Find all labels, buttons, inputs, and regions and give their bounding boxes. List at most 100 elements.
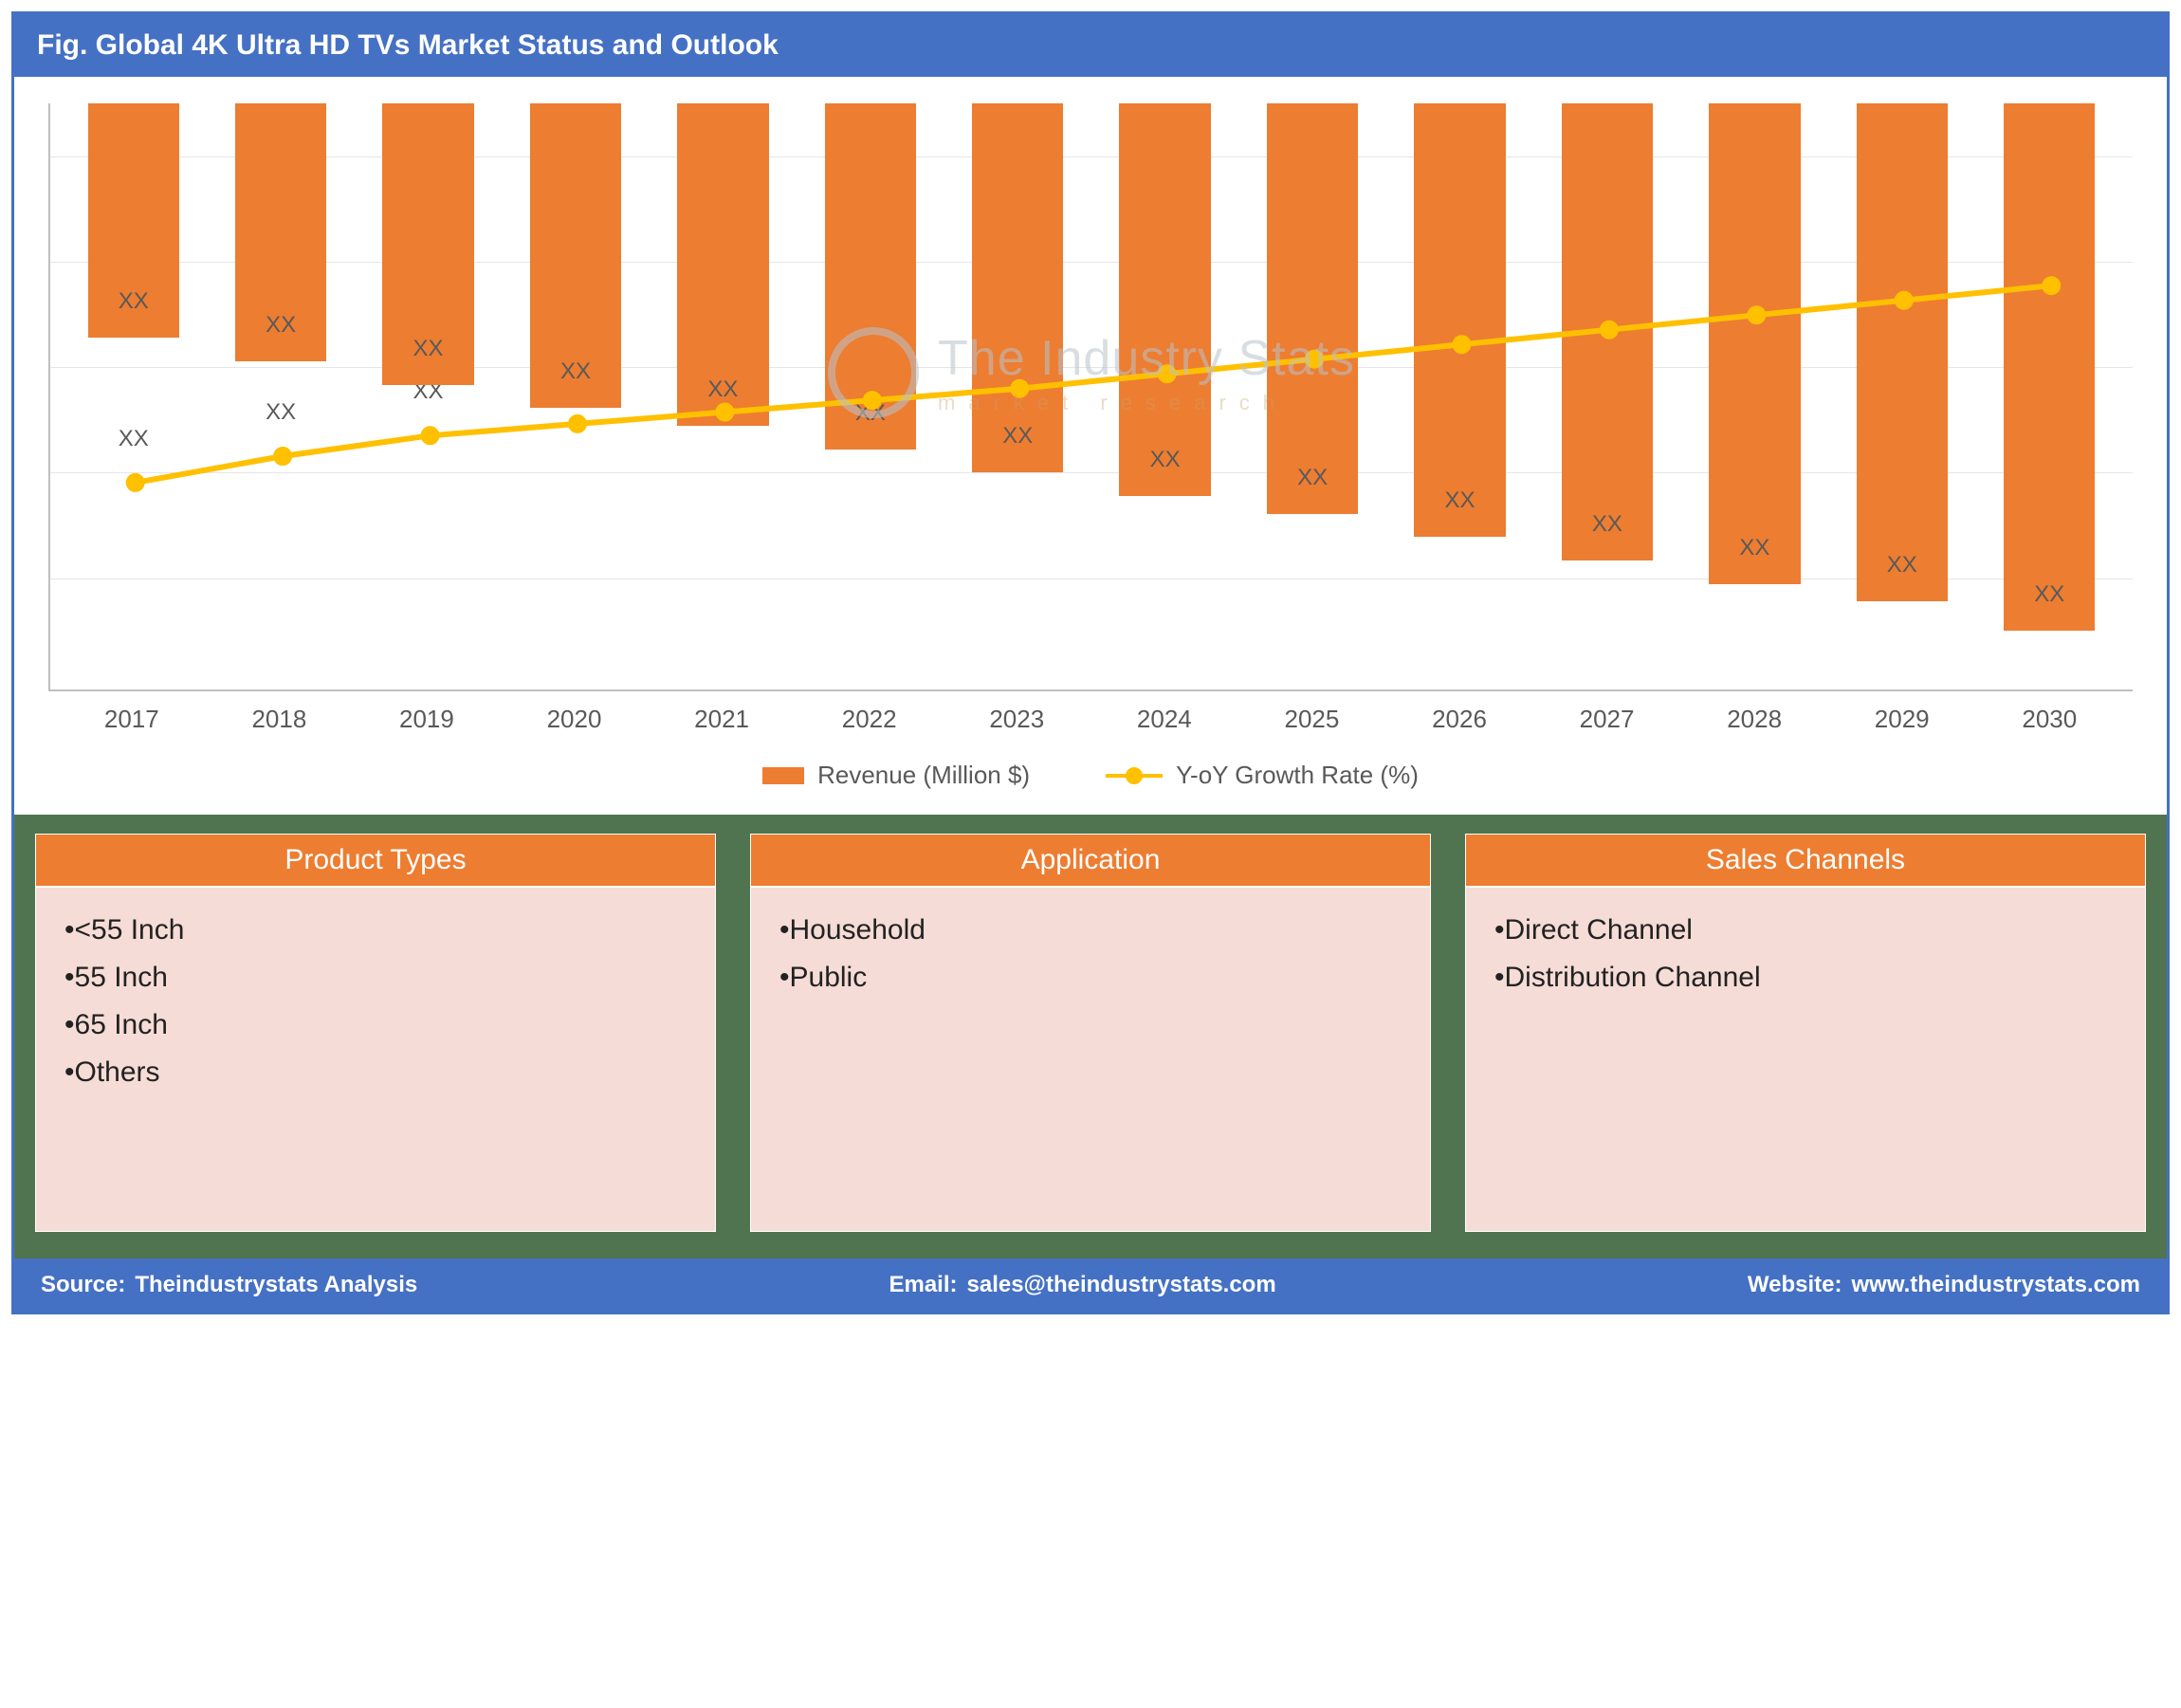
bar-series: XXXXXXXXXXXXXXXXXXXXXXXXXXXXXXXXXXXXXXXX… <box>50 103 2133 689</box>
footer-email-value: sales@theindustrystats.com <box>967 1272 1276 1298</box>
bar-value-label: XX <box>1002 423 1033 450</box>
bar-value-label: XX <box>560 358 591 385</box>
bar-slot: XXXX <box>502 103 649 689</box>
bar-slot: XXXX <box>650 103 797 689</box>
legend: Revenue (Million $) Y-oY Growth Rate (%) <box>48 734 2133 798</box>
bar-slot: XXXX <box>1533 103 1680 689</box>
footer-source: Source: Theindustrystats Analysis <box>41 1272 417 1298</box>
legend-item-growth: Y-oY Growth Rate (%) <box>1106 761 1419 790</box>
x-tick: 2027 <box>1533 705 1681 734</box>
info-card-header: Product Types <box>36 835 715 888</box>
footer-email-label: Email: <box>889 1272 957 1298</box>
footer-website-label: Website: <box>1748 1272 1842 1298</box>
bar-slot: XXXX <box>944 103 1091 689</box>
bar-slot: XX XX <box>60 103 207 689</box>
line-point-label: XX <box>119 426 149 452</box>
info-item: •Direct Channel <box>1489 907 2122 954</box>
revenue-bar: XX <box>677 103 768 426</box>
info-item: •<55 Inch <box>59 907 692 954</box>
bar-slot: XXXX <box>355 103 502 689</box>
info-card: Product Types•<55 Inch•55 Inch•65 Inch•O… <box>35 834 716 1232</box>
revenue-bar: XX <box>1709 103 1800 584</box>
x-tick: 2030 <box>1976 705 2124 734</box>
info-item: •Others <box>59 1049 692 1096</box>
bar-value-label: XX <box>1150 447 1181 473</box>
x-tick: 2017 <box>58 705 206 734</box>
revenue-bar: XX <box>972 103 1063 472</box>
bar-slot: XXXX <box>1681 103 1828 689</box>
bar-slot: XXXX <box>1238 103 1385 689</box>
legend-item-revenue: Revenue (Million $) <box>762 761 1030 790</box>
x-tick: 2029 <box>1828 705 1976 734</box>
x-tick: 2018 <box>206 705 354 734</box>
x-axis: 2017201820192020202120222023202420252026… <box>48 691 2133 734</box>
x-tick: 2026 <box>1385 705 1533 734</box>
x-tick: 2021 <box>648 705 796 734</box>
bar-value-label: XX <box>266 312 296 339</box>
info-card-header: Sales Channels <box>1466 835 2145 888</box>
footer-bar: Source: Theindustrystats Analysis Email:… <box>14 1258 2167 1312</box>
line-point-label: XX <box>266 399 296 426</box>
x-tick: 2028 <box>1680 705 1828 734</box>
figure-title-bar: Fig. Global 4K Ultra HD TVs Market Statu… <box>14 14 2167 77</box>
chart-panel: XXXXXXXXXXXXXXXXXXXXXXXXXXXXXXXXXXXXXXXX… <box>14 77 2167 815</box>
x-tick: 2019 <box>353 705 501 734</box>
revenue-bar: XX <box>1119 103 1210 496</box>
chart-plot-area: XXXXXXXXXXXXXXXXXXXXXXXXXXXXXXXXXXXXXXXX… <box>48 103 2133 691</box>
revenue-bar: XX <box>235 103 326 361</box>
revenue-bar: XX <box>1562 103 1653 560</box>
x-tick: 2020 <box>501 705 649 734</box>
bar-value-label: XX <box>2034 581 2064 608</box>
info-item: •65 Inch <box>59 1001 692 1049</box>
info-item: •Public <box>774 954 1407 1001</box>
bar-slot: XXXX <box>1091 103 1238 689</box>
legend-swatch-line <box>1106 774 1163 778</box>
bar-value-label: XX <box>1887 552 1917 579</box>
revenue-bar: XX <box>530 103 621 408</box>
footer-email: Email: sales@theindustrystats.com <box>889 1272 1275 1298</box>
bar-value-label: XX <box>855 400 886 427</box>
footer-source-value: Theindustrystats Analysis <box>135 1272 417 1298</box>
legend-label-revenue: Revenue (Million $) <box>817 761 1030 790</box>
info-card-body: •Household•Public <box>751 888 1430 1020</box>
bar-slot: XXXX <box>1386 103 1533 689</box>
legend-label-growth: Y-oY Growth Rate (%) <box>1176 761 1419 790</box>
bar-slot: XXXX <box>1828 103 1975 689</box>
info-item: •Distribution Channel <box>1489 954 2122 1001</box>
info-card: Application•Household•Public <box>750 834 1431 1232</box>
x-tick: 2024 <box>1090 705 1238 734</box>
figure-title: Fig. Global 4K Ultra HD TVs Market Statu… <box>37 29 779 61</box>
bar-value-label: XX <box>1297 465 1328 491</box>
revenue-bar: XX <box>2004 103 2095 631</box>
info-item: •55 Inch <box>59 954 692 1001</box>
info-cards-row: Product Types•<55 Inch•55 Inch•65 Inch•O… <box>14 815 2167 1258</box>
x-tick: 2025 <box>1238 705 1386 734</box>
bar-value-label: XX <box>707 376 738 403</box>
bar-slot: XX XX <box>207 103 354 689</box>
bar-value-label: XX <box>1445 487 1475 514</box>
revenue-bar: XX <box>382 103 473 385</box>
bar-value-label: XX <box>1739 535 1769 561</box>
bar-value-label: XX <box>1592 511 1622 538</box>
x-tick: 2023 <box>943 705 1090 734</box>
bar-slot: XXXX <box>797 103 944 689</box>
bar-slot: XXXX <box>1975 103 2122 689</box>
revenue-bar: XX <box>1857 103 1948 601</box>
info-card-body: •Direct Channel•Distribution Channel <box>1466 888 2145 1020</box>
figure-frame: Fig. Global 4K Ultra HD TVs Market Statu… <box>11 11 2170 1314</box>
revenue-bar: XX <box>825 103 916 450</box>
bar-value-label: XX <box>413 336 444 362</box>
revenue-bar: XX <box>88 103 179 338</box>
footer-website-value: www.theindustrystats.com <box>1852 1272 2141 1298</box>
revenue-bar: XX <box>1267 103 1358 514</box>
info-item: •Household <box>774 907 1407 954</box>
x-tick: 2022 <box>796 705 944 734</box>
footer-source-label: Source: <box>41 1272 125 1298</box>
info-card: Sales Channels•Direct Channel•Distributi… <box>1465 834 2146 1232</box>
legend-swatch-bar <box>762 767 804 784</box>
bar-value-label: XX <box>119 288 149 315</box>
footer-website: Website: www.theindustrystats.com <box>1748 1272 2140 1298</box>
revenue-bar: XX <box>1414 103 1505 537</box>
info-card-header: Application <box>751 835 1430 888</box>
info-card-body: •<55 Inch•55 Inch•65 Inch•Others <box>36 888 715 1115</box>
